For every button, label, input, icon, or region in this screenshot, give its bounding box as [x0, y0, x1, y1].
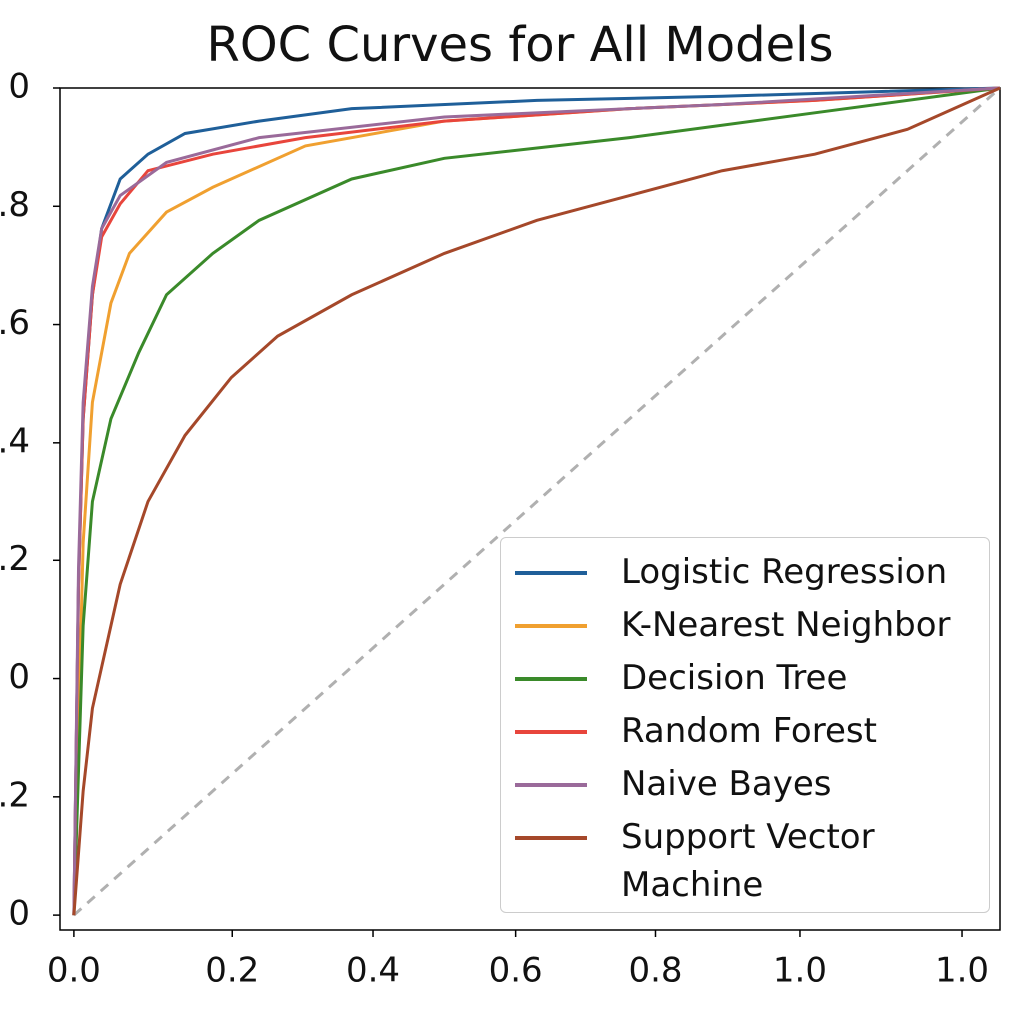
legend-label: Support Vector Machine: [621, 817, 875, 905]
legend-swatch: [515, 836, 587, 840]
legend-entry: K-Nearest Neighbor: [501, 601, 989, 649]
roc-curve: [72, 86, 1001, 916]
legend-swatch: [515, 730, 587, 734]
legend-swatch: [515, 677, 587, 681]
legend-label: Decision Tree: [621, 658, 848, 698]
y-tick-label: .6: [0, 303, 30, 343]
x-tick-label: 0.0: [47, 951, 101, 991]
legend-entry: Logistic Regression: [501, 548, 989, 596]
x-tick-label: 0.8: [628, 951, 682, 991]
y-tick-label: 0: [8, 657, 30, 697]
legend-swatch: [515, 783, 587, 787]
x-tick-label: 0.4: [346, 951, 400, 991]
y-tick-label: .2: [0, 539, 30, 579]
legend-label: Logistic Regression: [621, 552, 948, 592]
legend-swatch: [515, 624, 587, 628]
legend-label: Random Forest: [621, 711, 877, 751]
legend-label: K-Nearest Neighbor: [621, 605, 951, 645]
y-tick-label: .2: [0, 775, 30, 815]
y-tick-label: 0: [8, 894, 30, 934]
x-tick-label: 0.2: [205, 951, 259, 991]
roc-curve: [72, 86, 1001, 916]
y-tick-label: .4: [0, 421, 30, 461]
chart-title: ROC Curves for All Models: [207, 17, 834, 73]
legend-entry: Support Vector Machine: [501, 813, 989, 909]
roc-curve: [72, 86, 1001, 916]
legend-entry: Random Forest: [501, 707, 989, 755]
legend-label: Naive Bayes: [621, 764, 832, 804]
x-tick-label: 0.6: [489, 951, 543, 991]
y-tick-label: .8: [0, 185, 30, 225]
x-tick-label: 1.0: [773, 951, 827, 991]
legend-swatch: [515, 571, 587, 575]
legend-entry: Decision Tree: [501, 654, 989, 702]
y-tick-label: 0: [8, 67, 30, 107]
plot-area: [59, 87, 1001, 931]
legend-entry: Naive Bayes: [501, 760, 989, 808]
legend: Logistic Regression K-Nearest Neighbor Dec…: [500, 537, 990, 913]
reference-line: [72, 86, 1001, 917]
x-tick-label: 1.0: [935, 951, 989, 991]
